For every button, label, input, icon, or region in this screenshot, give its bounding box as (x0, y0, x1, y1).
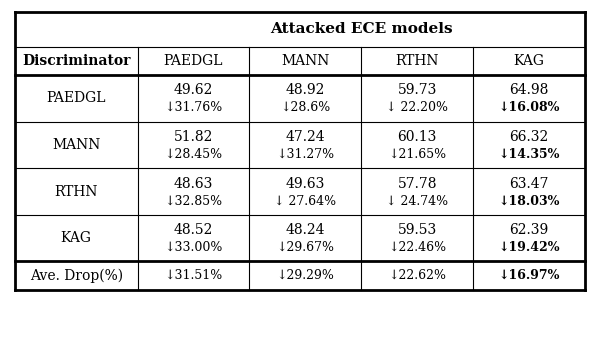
Text: ↓22.46%: ↓22.46% (388, 241, 446, 254)
Text: RTHN: RTHN (395, 54, 439, 68)
Text: ↓32.85%: ↓32.85% (164, 194, 223, 208)
Text: ↓16.97%: ↓16.97% (499, 269, 560, 282)
Text: Attacked ECE models: Attacked ECE models (270, 22, 452, 36)
Text: MANN: MANN (281, 54, 329, 68)
Text: ↓29.67%: ↓29.67% (277, 241, 334, 254)
Text: ↓33.00%: ↓33.00% (164, 241, 223, 254)
Text: 59.73: 59.73 (398, 84, 437, 98)
Text: ↓28.6%: ↓28.6% (280, 101, 331, 114)
Text: ↓ 27.64%: ↓ 27.64% (274, 194, 337, 208)
Text: 60.13: 60.13 (398, 130, 437, 144)
Text: 49.63: 49.63 (286, 177, 325, 191)
Text: ↓22.62%: ↓22.62% (388, 269, 446, 282)
Text: ↓ 22.20%: ↓ 22.20% (386, 101, 448, 114)
Text: ↓31.76%: ↓31.76% (164, 101, 223, 114)
Text: RTHN: RTHN (55, 184, 98, 199)
Text: 47.24: 47.24 (286, 130, 325, 144)
Text: 57.78: 57.78 (397, 177, 437, 191)
Text: 48.24: 48.24 (286, 223, 325, 237)
Text: 49.62: 49.62 (174, 84, 213, 98)
Text: ↓19.42%: ↓19.42% (499, 241, 560, 254)
Text: 48.92: 48.92 (286, 84, 325, 98)
Text: ↓14.35%: ↓14.35% (499, 148, 560, 161)
Text: ↓ 24.74%: ↓ 24.74% (386, 194, 448, 208)
Text: 63.47: 63.47 (509, 177, 549, 191)
Text: PAEDGL: PAEDGL (47, 91, 106, 105)
Text: 66.32: 66.32 (509, 130, 548, 144)
Text: ↓21.65%: ↓21.65% (388, 148, 446, 161)
Text: 59.53: 59.53 (398, 223, 437, 237)
Text: 48.52: 48.52 (174, 223, 213, 237)
Text: KAG: KAG (61, 231, 92, 245)
Text: PAEDGL: PAEDGL (164, 54, 223, 68)
Text: KAG: KAG (514, 54, 545, 68)
Text: ↓31.51%: ↓31.51% (164, 269, 223, 282)
Text: 51.82: 51.82 (174, 130, 213, 144)
Text: ↓28.45%: ↓28.45% (164, 148, 223, 161)
Text: 48.63: 48.63 (174, 177, 213, 191)
Text: ↓18.03%: ↓18.03% (499, 194, 560, 208)
Text: ↓31.27%: ↓31.27% (276, 148, 334, 161)
Text: ↓16.08%: ↓16.08% (499, 101, 560, 114)
Text: Ave. Drop(%): Ave. Drop(%) (30, 268, 123, 283)
Text: Discriminator: Discriminator (22, 54, 130, 68)
Text: MANN: MANN (52, 138, 100, 152)
Text: ↓29.29%: ↓29.29% (277, 269, 334, 282)
Text: 62.39: 62.39 (509, 223, 548, 237)
Text: 64.98: 64.98 (509, 84, 549, 98)
